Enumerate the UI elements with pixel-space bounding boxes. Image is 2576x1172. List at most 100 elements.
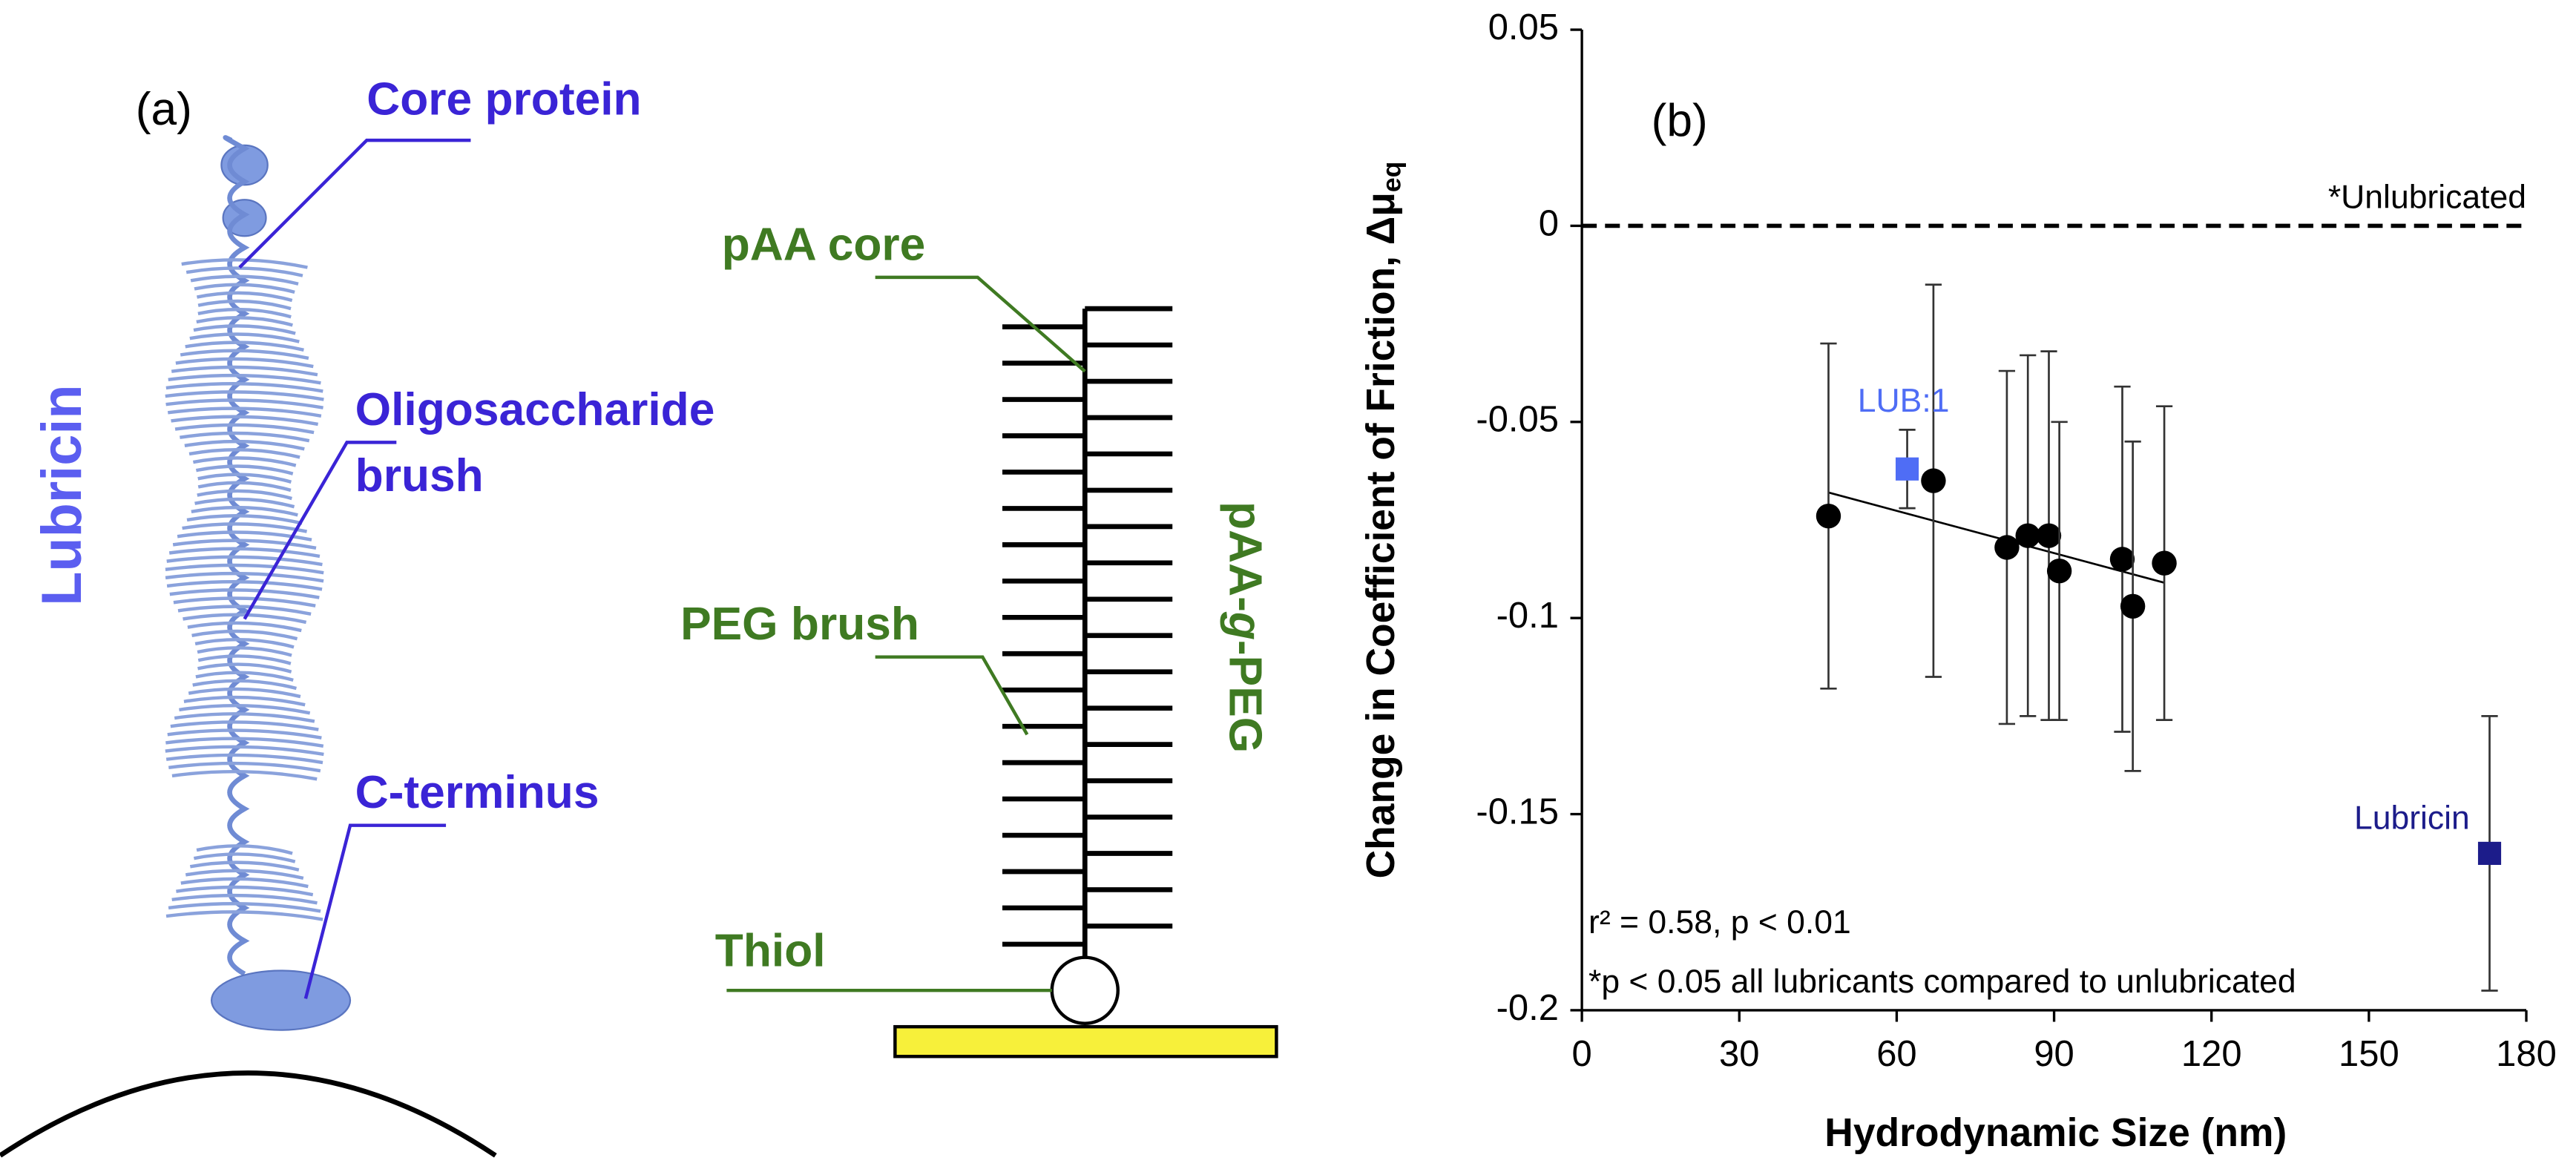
sugar-strand [171,415,319,427]
sugar-strand [168,761,321,773]
sugar-strand [190,274,299,286]
sugar-strand [180,877,309,889]
sugar-strand [194,283,295,294]
leader [875,275,1086,373]
sugar-strand [165,398,323,409]
sugar-strand [165,563,324,575]
thiol-circle [1050,955,1120,1025]
sugar-strand [174,423,315,435]
sugar-strand [189,332,300,343]
sugar-strand [196,291,293,303]
sugar-strand [194,497,295,509]
surface [0,1070,497,1158]
sugar-strand [165,737,324,748]
sugar-strand [197,662,292,674]
label: brush [355,450,484,501]
sugar-strand [168,902,321,913]
label-part: eq [1377,162,1407,193]
sugar-strand [197,654,292,665]
point [2109,547,2135,572]
lubricin-molecule [165,135,352,1031]
sugar-strand [180,431,310,443]
x-tick-label: 180 [2496,1034,2557,1074]
reference-label: *Unlubricated [2328,180,2526,216]
trendline [1828,491,2165,584]
point [2477,841,2502,865]
leader [243,441,397,620]
sugar-strand [188,448,300,459]
x-tick-label: 90 [2034,1034,2074,1074]
y-axis-label: Change in Coefficient of Friction, Δμeq [1359,162,1407,879]
sugar-strand [195,464,294,475]
sugar-strand [165,753,323,765]
sugar-strand [189,860,300,872]
point [1921,468,1946,493]
sugar-strand [197,307,292,319]
leader [875,655,1029,736]
annotation: r² = 0.58, p < 0.01 [1588,904,1851,941]
leader [303,823,447,999]
x-axis-label: Hydrodynamic Size (nm) [1824,1111,2287,1155]
label-part: Change in Coefficient of Friction, Δμ [1359,192,1403,878]
label: pAA core [722,219,926,270]
sugar-strand [183,613,307,625]
sugar-strand [179,703,311,715]
sugar-strand [185,869,304,880]
sugar-strand [165,390,324,401]
sugar-strand [172,539,317,550]
label: Thiol [715,926,826,977]
point [1895,457,1919,481]
sugar-strand [166,580,323,591]
sugar-strand [182,522,308,533]
point [2015,523,2040,548]
x-tick-label: 30 [1719,1034,1759,1074]
leader [238,138,471,269]
sugar-strand [176,885,314,897]
sugar-strand [185,340,304,352]
sugar-strand [197,489,292,501]
c-terminus-blob [210,969,352,1031]
sugar-strand [196,316,293,327]
sugar-strand [177,530,312,541]
sugar-strand [165,910,323,921]
sugar-strand [168,547,321,559]
y-tick-label: -0.2 [1496,988,1559,1028]
paa-g-peg-molecule [1002,306,1173,958]
point-label: Lubricin [2354,800,2470,837]
label-part: g [1219,611,1270,640]
panel-label: (b) [1652,95,1708,146]
sugar-strand [186,514,303,525]
label: Core protein [367,73,641,125]
sugar-strand [191,505,298,517]
point [2120,593,2146,619]
point-label: LUB:1 [1858,383,1950,419]
sugar-strand [191,629,298,641]
sugar-strand [192,679,298,691]
sugar-strand [171,769,318,781]
y-tick-label: 0 [1539,203,1559,243]
label-part: -PEG [1219,640,1270,753]
y-tick-label: 0.05 [1488,7,1559,47]
sugar-strand [165,382,323,393]
sugar-strand [184,439,305,451]
point [2036,523,2062,548]
x-tick-label: 120 [2181,1034,2242,1074]
sugar-strand [192,456,297,467]
y-tick-label: -0.05 [1476,400,1559,440]
sugar-strand [188,687,301,699]
label: Oligosaccharide [355,384,715,435]
point [2152,550,2177,576]
sugar-strand [195,671,294,682]
sugar-strand [183,695,306,707]
x-tick-label: 150 [2339,1034,2399,1074]
sugar-strand [185,266,303,277]
sugar-strand [180,349,309,361]
sugar-strand [197,481,292,493]
sugar-strand [197,299,292,311]
sugar-strand [193,852,296,863]
y-tick-label: -0.1 [1496,596,1559,636]
sugar-strand [174,712,315,723]
point [1994,535,2020,560]
sugar-strand [165,571,324,583]
